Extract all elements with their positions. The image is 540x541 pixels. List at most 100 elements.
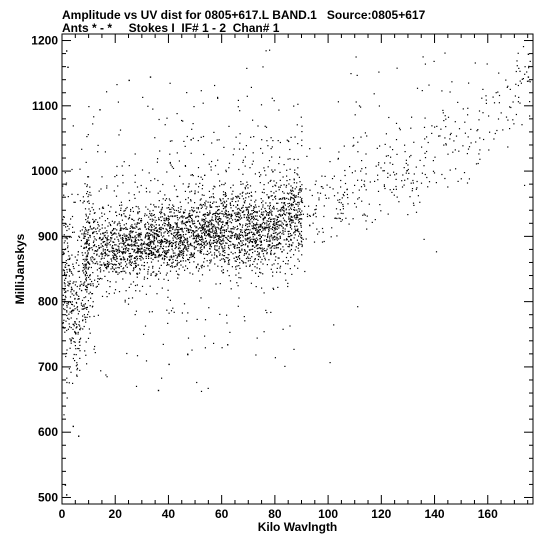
data-point: [202, 219, 204, 221]
data-point: [120, 258, 122, 260]
data-point: [168, 204, 170, 206]
data-point: [130, 262, 133, 264]
data-point: [274, 252, 276, 254]
data-point: [106, 296, 108, 298]
data-point: [270, 247, 273, 249]
data-point: [263, 188, 265, 190]
data-point: [67, 317, 69, 319]
data-point: [162, 224, 164, 226]
data-point: [200, 207, 202, 209]
data-point: [74, 330, 76, 333]
data-point: [267, 224, 270, 226]
data-point: [389, 174, 391, 176]
data-point: [185, 217, 187, 219]
data-point: [260, 198, 262, 200]
data-point: [208, 190, 210, 192]
data-point: [165, 241, 167, 243]
data-point: [286, 197, 288, 199]
data-point: [203, 153, 205, 156]
data-point: [221, 240, 223, 242]
data-point: [275, 182, 278, 184]
data-point: [128, 255, 130, 258]
data-point: [78, 348, 80, 350]
data-point: [135, 265, 137, 267]
data-point: [431, 125, 433, 127]
data-point: [66, 494, 68, 496]
data-point: [127, 244, 130, 246]
data-point: [445, 144, 447, 146]
data-point: [226, 238, 229, 240]
data-point: [63, 242, 65, 244]
data-point: [182, 248, 184, 250]
data-point: [236, 282, 238, 284]
data-point: [236, 208, 239, 210]
data-point: [160, 255, 162, 257]
data-point: [130, 208, 132, 211]
data-point: [270, 137, 272, 139]
data-point: [104, 252, 106, 254]
data-point: [260, 208, 263, 210]
data-point: [259, 235, 261, 237]
data-point: [147, 254, 149, 256]
data-point: [157, 192, 159, 194]
data-point: [108, 250, 110, 252]
data-point: [96, 261, 98, 263]
data-point: [285, 263, 287, 265]
data-point: [314, 209, 316, 211]
data-point: [150, 250, 153, 253]
data-point: [161, 236, 164, 238]
data-point: [220, 240, 222, 242]
data-point: [72, 226, 74, 228]
data-point: [190, 243, 192, 245]
data-point: [204, 230, 206, 232]
data-point: [122, 240, 124, 242]
data-point: [71, 304, 74, 306]
data-point: [317, 233, 319, 235]
data-point: [265, 226, 267, 228]
data-point: [203, 247, 205, 249]
data-point: [187, 337, 190, 339]
data-point: [286, 212, 288, 214]
data-point: [268, 229, 270, 231]
data-point: [133, 219, 135, 222]
data-point: [233, 228, 235, 230]
data-point: [296, 124, 298, 126]
x-tick-label: 20: [109, 507, 123, 521]
data-point: [509, 88, 511, 90]
data-point: [524, 73, 526, 75]
data-point: [270, 228, 272, 230]
data-point: [151, 240, 153, 242]
data-point: [141, 256, 143, 259]
data-point: [113, 233, 115, 235]
data-point: [98, 255, 100, 257]
data-point: [203, 232, 206, 235]
data-point: [338, 217, 340, 219]
data-point: [77, 333, 79, 335]
data-point: [238, 216, 240, 219]
data-point: [275, 247, 277, 249]
data-point: [252, 238, 255, 240]
data-point: [286, 139, 288, 141]
data-point: [240, 251, 242, 253]
data-point: [198, 268, 200, 270]
data-point: [85, 233, 87, 235]
x-tick-label: 160: [478, 507, 498, 521]
data-point: [220, 244, 222, 246]
data-point: [152, 209, 154, 212]
data-point: [321, 241, 324, 243]
data-point: [189, 191, 191, 193]
data-point: [213, 252, 216, 254]
data-point: [227, 216, 229, 219]
data-point: [162, 183, 164, 186]
data-point: [247, 211, 249, 213]
data-point: [87, 268, 89, 270]
data-point: [526, 80, 529, 82]
data-point: [70, 327, 72, 329]
data-point: [85, 280, 87, 282]
data-point: [318, 231, 320, 233]
data-point: [166, 252, 168, 255]
x-tick-label: 60: [215, 507, 229, 521]
data-point: [415, 188, 417, 190]
data-point: [286, 175, 288, 177]
data-point: [293, 231, 296, 233]
